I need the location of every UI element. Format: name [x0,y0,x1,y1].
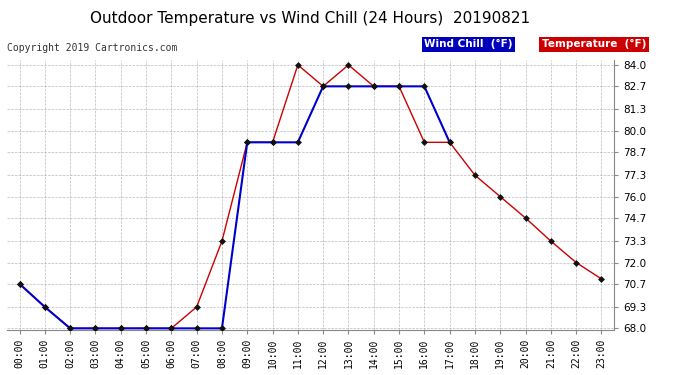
Text: Temperature  (°F): Temperature (°F) [542,39,646,50]
Text: Copyright 2019 Cartronics.com: Copyright 2019 Cartronics.com [7,43,177,53]
Text: Outdoor Temperature vs Wind Chill (24 Hours)  20190821: Outdoor Temperature vs Wind Chill (24 Ho… [90,11,531,26]
Text: Wind Chill  (°F): Wind Chill (°F) [424,39,513,50]
